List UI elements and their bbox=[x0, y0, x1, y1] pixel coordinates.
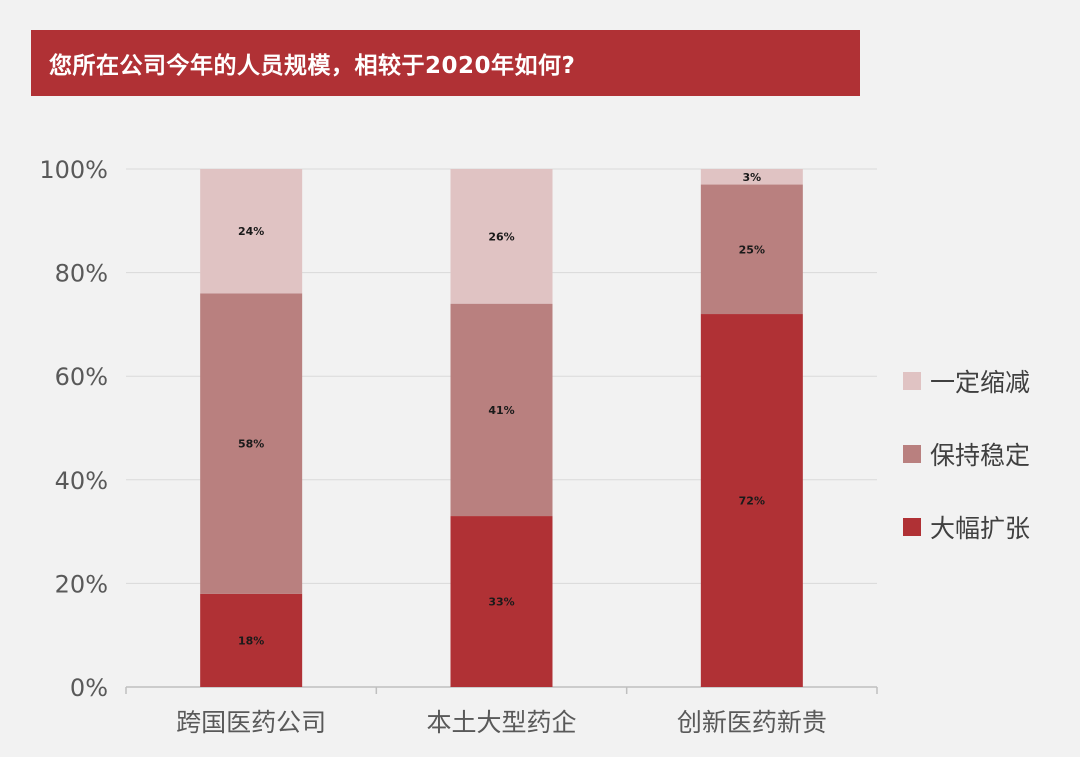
chart-legend: 一定缩减保持稳定大幅扩张 bbox=[903, 362, 1030, 581]
bar-segment bbox=[450, 516, 553, 687]
data-label: 24% bbox=[238, 225, 264, 238]
bar-segment bbox=[450, 303, 553, 517]
bar-segment bbox=[700, 169, 803, 185]
bar-segment bbox=[200, 593, 303, 687]
legend-label: 一定缩减 bbox=[930, 367, 1031, 397]
data-label: 18% bbox=[238, 634, 264, 647]
legend-item: 保持稳定 bbox=[903, 435, 1030, 472]
y-tick-label: 20% bbox=[55, 570, 108, 598]
data-label: 41% bbox=[488, 404, 514, 417]
bar-segment bbox=[200, 293, 303, 594]
legend-item: 大幅扩张 bbox=[903, 508, 1030, 545]
data-label: 25% bbox=[739, 243, 765, 256]
data-label: 33% bbox=[488, 596, 514, 609]
legend-swatch bbox=[903, 371, 921, 390]
y-tick-label: 100% bbox=[39, 156, 108, 184]
data-label: 72% bbox=[739, 495, 765, 508]
chart-title: 您所在公司今年的人员规模，相较于2020年如何? bbox=[49, 53, 576, 79]
legend-swatch bbox=[903, 444, 921, 463]
legend-swatch bbox=[903, 517, 921, 536]
data-label: 58% bbox=[238, 438, 264, 451]
y-tick-label: 80% bbox=[55, 260, 108, 288]
y-tick-label: 0% bbox=[70, 674, 108, 702]
y-tick-label: 40% bbox=[55, 467, 108, 495]
y-tick-label: 60% bbox=[55, 363, 108, 391]
x-category-label: 跨国医药公司 bbox=[176, 708, 326, 737]
data-label: 3% bbox=[742, 171, 761, 184]
data-label: 26% bbox=[488, 230, 514, 243]
bar-segment bbox=[450, 169, 553, 304]
legend-item: 一定缩减 bbox=[903, 362, 1030, 399]
x-category-label: 本土大型药企 bbox=[426, 708, 576, 737]
bar-segment bbox=[700, 184, 803, 315]
legend-label: 大幅扩张 bbox=[930, 513, 1031, 543]
legend-label: 保持稳定 bbox=[930, 440, 1031, 470]
x-category-label: 创新医药新贵 bbox=[677, 708, 827, 737]
chart-title-bar: 您所在公司今年的人员规模，相较于2020年如何? bbox=[31, 30, 860, 96]
bar-segment bbox=[700, 314, 803, 687]
bar-segment bbox=[200, 169, 303, 294]
